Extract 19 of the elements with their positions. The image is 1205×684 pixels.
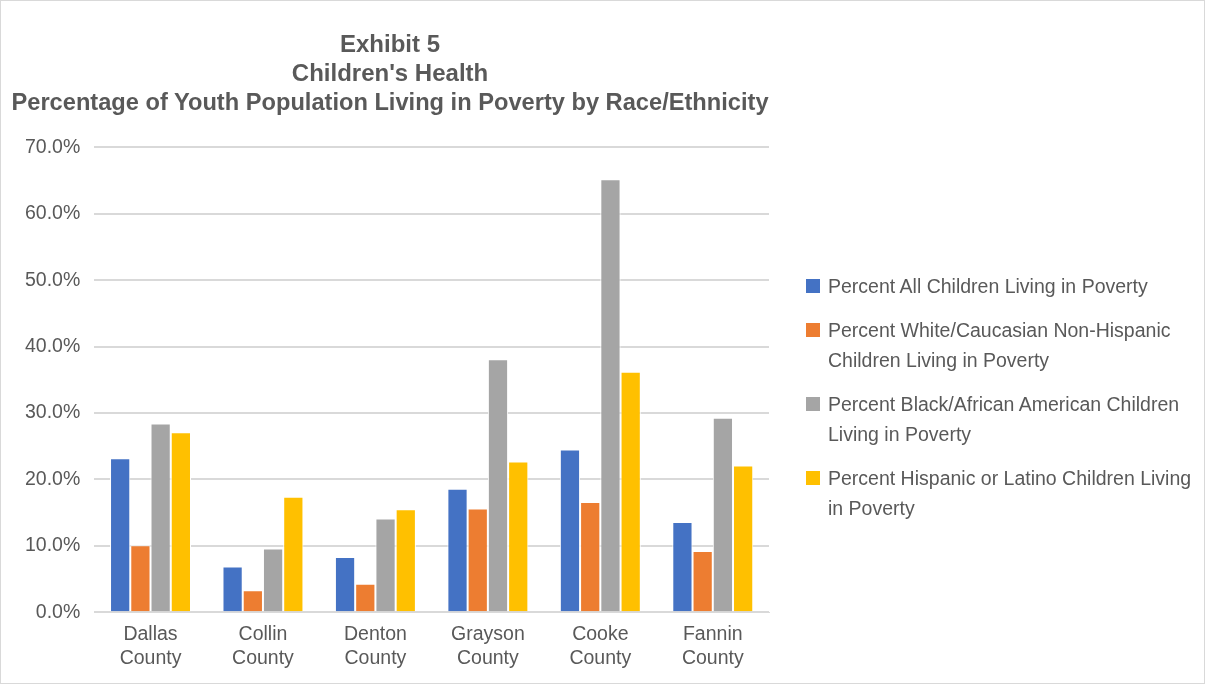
chart-title: Exhibit 5 Children's Health Percentage of Youth Population Living in Poverty by Race/Ethnicity bbox=[11, 30, 770, 115]
legend-label: Percent White/Caucasian Non-Hispanic Children Living in Poverty bbox=[828, 318, 1172, 373]
y-tick-label: 30.0% bbox=[24, 400, 81, 423]
x-tick-label: Denton County bbox=[343, 622, 407, 668]
y-tick-label: 50.0% bbox=[24, 267, 81, 290]
x-tick-label: Grayson County bbox=[451, 622, 525, 668]
y-tick-label: 60.0% bbox=[24, 201, 81, 224]
x-tick-label: Fannin County bbox=[681, 622, 744, 668]
y-tick-label: 40.0% bbox=[24, 333, 81, 356]
y-tick-label: 70.0% bbox=[24, 134, 81, 157]
legend-label: Percent All Children Living in Poverty bbox=[828, 274, 1148, 299]
y-tick-label: 20.0% bbox=[24, 466, 81, 489]
x-tick-label: Cooke County bbox=[569, 622, 632, 668]
legend-label: Percent Black/African American Children Living in Poverty bbox=[828, 392, 1181, 447]
x-tick-label: Dallas County bbox=[119, 622, 182, 668]
x-tick-label: Collin County bbox=[232, 622, 295, 668]
y-tick-label: 10.0% bbox=[24, 533, 81, 556]
y-tick-label: 0.0% bbox=[35, 599, 81, 622]
legend-label: Percent Hispanic or Latino Children Living in Poverty bbox=[828, 466, 1193, 521]
